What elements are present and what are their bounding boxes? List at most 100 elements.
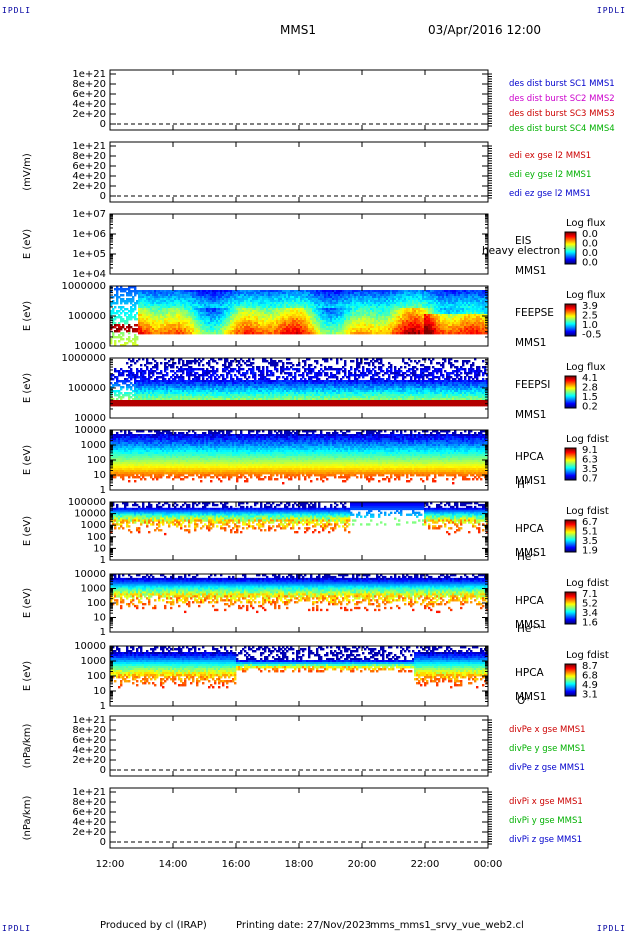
spectrogram-cell: [110, 290, 113, 293]
spectrogram-cell: [130, 308, 133, 311]
spectrogram-cell: [162, 332, 165, 335]
spectrogram-cell: [334, 328, 337, 331]
spectrogram-cell: [358, 320, 361, 323]
spectrogram-cell: [206, 314, 209, 317]
spectrogram-cell: [160, 312, 163, 315]
spectrogram-cell: [262, 328, 265, 331]
spectrogram-cell: [324, 310, 327, 313]
spectrogram-cell: [172, 310, 175, 313]
spectrogram-cell: [148, 292, 151, 295]
spectrogram-cell: [150, 320, 153, 323]
spectrogram-cell: [342, 316, 345, 319]
spectrogram-cell: [296, 312, 299, 315]
spectrogram-cell: [162, 290, 165, 293]
spectrogram-cell: [138, 294, 141, 297]
spectrogram-cell: [354, 320, 357, 323]
spectrogram-cell: [316, 298, 319, 301]
spectrogram-cell: [184, 314, 187, 317]
spectrogram-cell: [362, 306, 365, 309]
spectrogram-cell: [298, 324, 301, 327]
spectrogram-cell: [196, 308, 199, 311]
spectrogram-cell: [142, 320, 145, 323]
spectrogram-cell: [154, 314, 157, 317]
spectrogram-cell: [190, 318, 193, 321]
spectrogram-cell: [132, 330, 135, 333]
spectrogram-cell: [350, 330, 353, 333]
spectrogram-cell: [210, 318, 213, 321]
spectrogram-cell: [168, 316, 171, 319]
spectrogram-cell: [360, 318, 363, 321]
spectrogram-cell: [126, 318, 129, 321]
spectrogram-cell: [360, 320, 363, 323]
spectrogram-cell: [222, 310, 225, 313]
spectrogram-cell: [342, 330, 345, 333]
spectrogram-cell: [348, 332, 351, 335]
spectrogram-cell: [154, 324, 157, 327]
spectrogram-cell: [358, 294, 361, 297]
spectrogram-cell: [310, 326, 313, 329]
spectrogram-cell: [276, 314, 279, 317]
spectrogram-cell: [140, 332, 143, 335]
spectrogram-cell: [218, 300, 221, 303]
spectrogram-cell: [166, 300, 169, 303]
spectrogram-cell: [286, 296, 289, 299]
spectrogram-cell: [334, 292, 337, 295]
spectrogram-cell: [230, 302, 233, 305]
spectrogram-cell: [350, 292, 353, 295]
spacecraft-title: MMS1: [280, 23, 316, 37]
spectrogram-cell: [320, 316, 323, 319]
spectrogram-cell: [176, 316, 179, 319]
spectrogram-cell: [142, 316, 145, 319]
y-tick-label: 8e+20: [72, 79, 106, 90]
spectrogram-cell: [208, 308, 211, 311]
spectrogram-cell: [176, 314, 179, 317]
spectrogram-cell: [280, 322, 283, 325]
spectrogram-cell: [282, 298, 285, 301]
spectrogram-cell: [244, 316, 247, 319]
spectrogram-cell: [116, 292, 119, 295]
spectrogram-cell: [148, 298, 151, 301]
spectrogram-cell: [302, 304, 305, 307]
corner-label-top-left: IPDLI: [2, 6, 32, 15]
spectrogram-cell: [194, 302, 197, 305]
spectrogram-cell: [274, 302, 277, 305]
spectrogram-cell: [212, 318, 215, 321]
spectrogram-cell: [306, 292, 309, 295]
spectrogram-cell: [300, 314, 303, 317]
spectrogram-cell: [306, 302, 309, 305]
spectrogram-cell: [332, 300, 335, 303]
spectrogram-cell: [212, 308, 215, 311]
spectrogram-cell: [362, 328, 365, 331]
spectrogram-cell: [138, 306, 141, 309]
spectrogram-cell: [288, 300, 291, 303]
spectrogram-cell: [286, 298, 289, 301]
spectrogram-cell: [168, 324, 171, 327]
spectrogram-cell: [332, 308, 335, 311]
spectrogram-cell: [298, 306, 301, 309]
spectrogram-cell: [226, 304, 229, 307]
spectrogram-cell: [298, 300, 301, 303]
spectrogram-cell: [152, 374, 155, 377]
spectrogram-cell: [130, 318, 133, 321]
spectrogram-cell: [300, 306, 303, 309]
spectrogram-cell: [250, 324, 253, 327]
spectrogram-cell: [202, 308, 205, 311]
spectrogram-cell: [192, 328, 195, 331]
spectrogram-cell: [354, 306, 357, 309]
spectrogram-cell: [362, 320, 365, 323]
spectrogram-cell: [130, 312, 133, 315]
spectrogram-cell: [288, 296, 291, 299]
y-tick-label: 10000: [74, 341, 106, 352]
spectrogram-cell: [244, 310, 247, 313]
spectrogram-cell: [170, 326, 173, 329]
spectrogram-cell: [356, 302, 359, 305]
spectrogram-cell: [188, 300, 191, 303]
spectrogram-cell: [274, 320, 277, 323]
spectrogram-cell: [150, 300, 153, 303]
spectrogram-cell: [148, 310, 151, 313]
spectrogram-cell: [274, 328, 277, 331]
spectrogram-cell: [288, 312, 291, 315]
spectrogram-cell: [330, 302, 333, 305]
spectrogram-cell: [270, 314, 273, 317]
